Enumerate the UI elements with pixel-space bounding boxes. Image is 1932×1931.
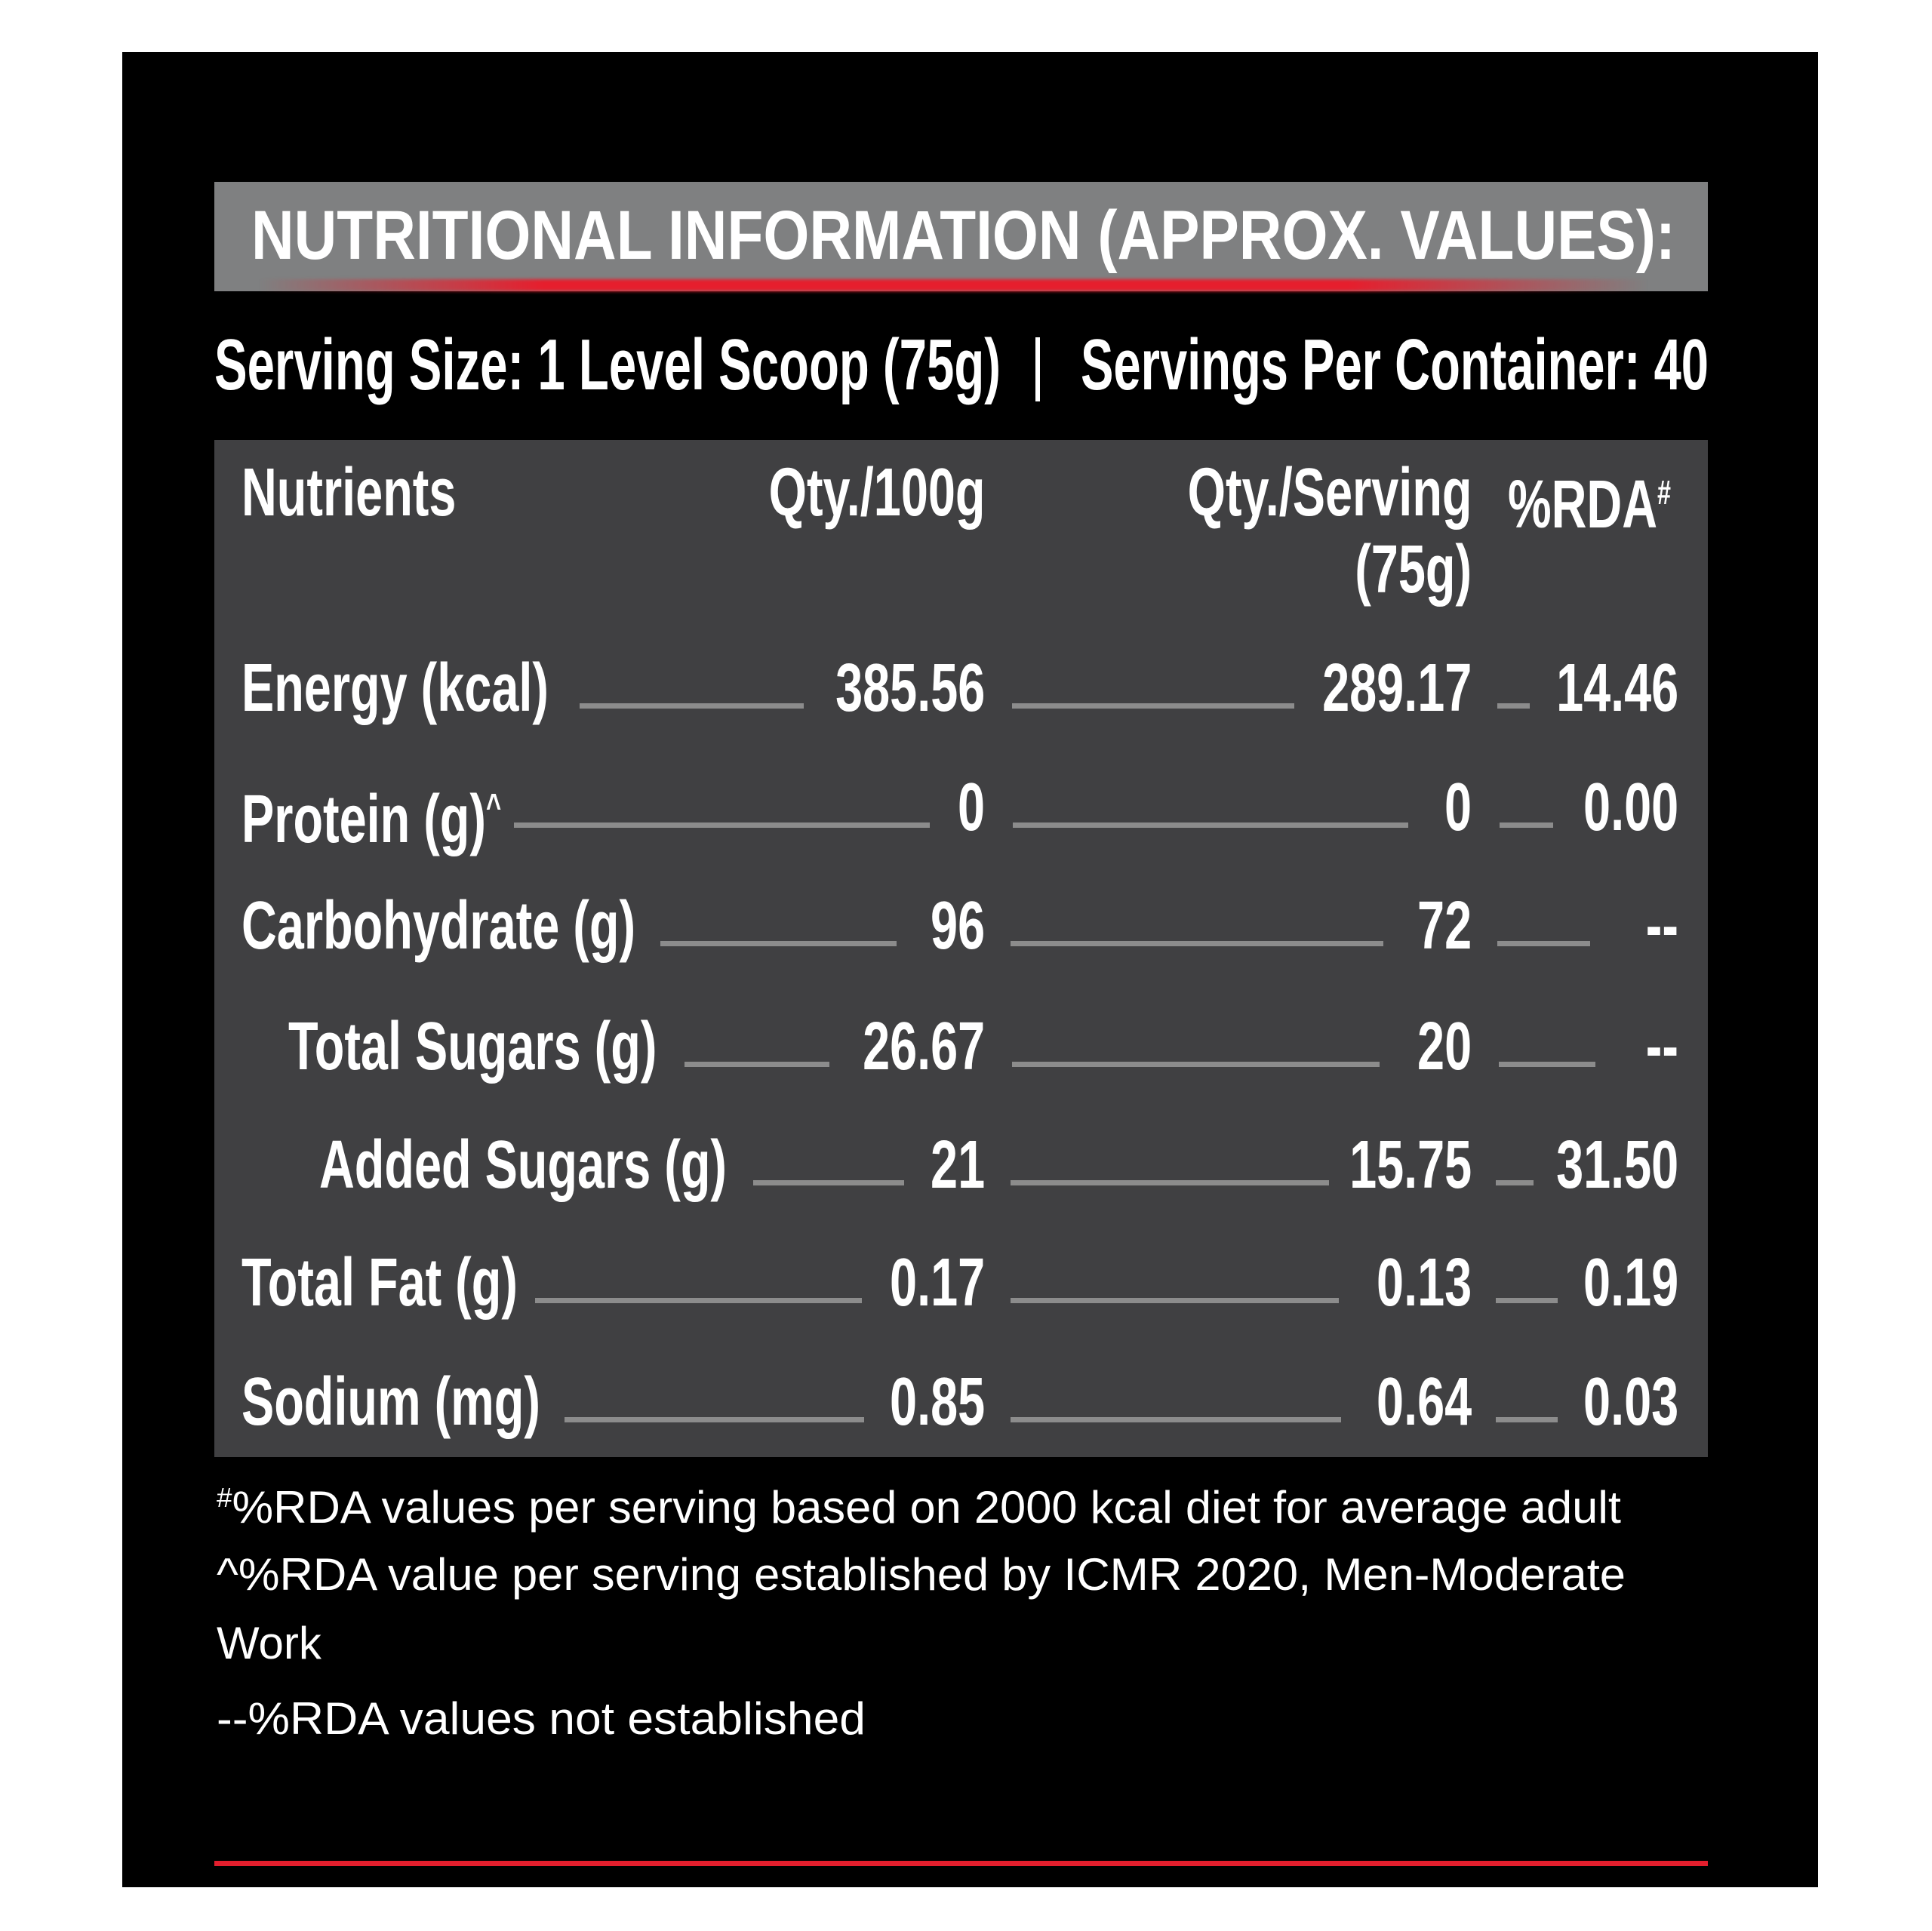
servings-per-container: Servings Per Container: 40 — [1081, 324, 1709, 405]
nutrient-name: Added Sugars (g) — [319, 1127, 727, 1203]
value-per-serving: 0.13 — [1376, 1245, 1472, 1321]
red-glow-line — [214, 279, 1708, 291]
leader-line — [1012, 703, 1294, 709]
leader-line — [1011, 1180, 1329, 1185]
leader-line — [1013, 823, 1408, 828]
nutrient-name: Total Sugars (g) — [288, 1009, 657, 1084]
nutrient-name: Energy (kcal) — [242, 650, 549, 726]
nutrient-name: Carbohydrate (g) — [242, 888, 635, 964]
leader-line — [1500, 823, 1553, 828]
value-per-serving: 0.64 — [1376, 1364, 1472, 1440]
header-nutrients: Nutrients — [242, 455, 457, 530]
leader-line — [580, 703, 804, 709]
footnote-icmr-cont: Work — [217, 1618, 321, 1668]
value-per-serving: 289.17 — [1321, 650, 1472, 726]
footnote-icmr: ^%RDA value per serving established by I… — [217, 1549, 1626, 1600]
serving-separator — [1035, 337, 1040, 401]
leader-line — [1011, 1417, 1341, 1422]
header-rda-label: %RDA — [1507, 467, 1657, 543]
nutrient-name: Sodium (mg) — [242, 1364, 540, 1440]
value-per-100g: 0.17 — [889, 1245, 985, 1321]
leader-line — [1497, 703, 1530, 709]
leader-line — [1499, 1062, 1595, 1067]
value-per-100g: 26.67 — [862, 1009, 985, 1084]
value-per-serving: 0 — [1444, 770, 1472, 845]
nutrient-name-text: Sodium (mg) — [242, 1364, 540, 1440]
nutrient-name-text: Energy (kcal) — [242, 650, 549, 726]
leader-line — [1012, 1062, 1380, 1067]
leader-line — [1496, 1180, 1534, 1185]
value-rda: 31.50 — [1555, 1127, 1678, 1203]
value-rda: -- — [1645, 1009, 1678, 1084]
nutrient-name-text: Total Sugars (g) — [288, 1009, 657, 1084]
title-bar — [214, 182, 1708, 291]
value-per-serving: 20 — [1417, 1009, 1472, 1084]
nutrient-name: Total Fat (g) — [242, 1245, 518, 1321]
header-qty-100g: Qty./100g — [768, 455, 985, 530]
value-per-100g: 0 — [957, 770, 985, 845]
value-per-100g: 21 — [930, 1127, 985, 1203]
value-per-100g: 385.56 — [835, 650, 985, 726]
nutrient-name-text: Total Fat (g) — [242, 1245, 518, 1321]
leader-line — [753, 1180, 904, 1185]
nutrient-name-text: Added Sugars (g) — [319, 1127, 728, 1203]
value-per-100g: 96 — [930, 888, 985, 964]
header-rda-mark: # — [1657, 473, 1671, 512]
serving-size: Serving Size: 1 Level Scoop (75g) — [214, 324, 1001, 405]
leader-line — [1011, 1298, 1339, 1303]
header-qty-serving: Qty./Serving — [1187, 455, 1472, 530]
value-per-serving: 72 — [1417, 888, 1472, 964]
leader-line — [535, 1298, 862, 1303]
leader-line — [660, 941, 897, 946]
leader-line — [565, 1417, 864, 1422]
value-rda: -- — [1645, 888, 1678, 964]
bottom-red-line — [214, 1861, 1708, 1866]
value-per-serving: 15.75 — [1349, 1127, 1472, 1203]
leader-line — [1496, 1298, 1558, 1303]
header-rda: %RDA# — [1508, 457, 1671, 541]
value-rda: 14.46 — [1555, 650, 1678, 726]
value-rda: 0.00 — [1583, 770, 1678, 845]
leader-line — [1011, 941, 1383, 946]
footnote-not-established: --%RDA values not established — [217, 1693, 866, 1744]
value-rda: 0.03 — [1583, 1364, 1678, 1440]
value-rda: 0.19 — [1583, 1245, 1678, 1321]
leader-line — [1497, 941, 1590, 946]
nutrient-mark: ^ — [485, 787, 502, 827]
header-qty-serving-sub: (75g) — [1355, 532, 1472, 607]
footnote-1-text: %RDA values per serving based on 2000 kc… — [232, 1482, 1621, 1533]
nutrient-name: Protein (g)^ — [242, 770, 501, 857]
leader-line — [685, 1062, 829, 1067]
page-title: NUTRITIONAL INFORMATION (APPROX. VALUES)… — [251, 197, 1675, 274]
leader-line — [514, 823, 930, 828]
nutrient-name-text: Protein (g) — [242, 782, 486, 857]
leader-line — [1496, 1417, 1558, 1422]
footnote-hash: # — [217, 1482, 232, 1513]
value-per-100g: 0.85 — [889, 1364, 985, 1440]
footnote-rda-basis: #%RDA values per serving based on 2000 k… — [217, 1471, 1621, 1534]
nutrition-table — [214, 440, 1708, 1457]
nutrient-name-text: Carbohydrate (g) — [242, 888, 636, 964]
